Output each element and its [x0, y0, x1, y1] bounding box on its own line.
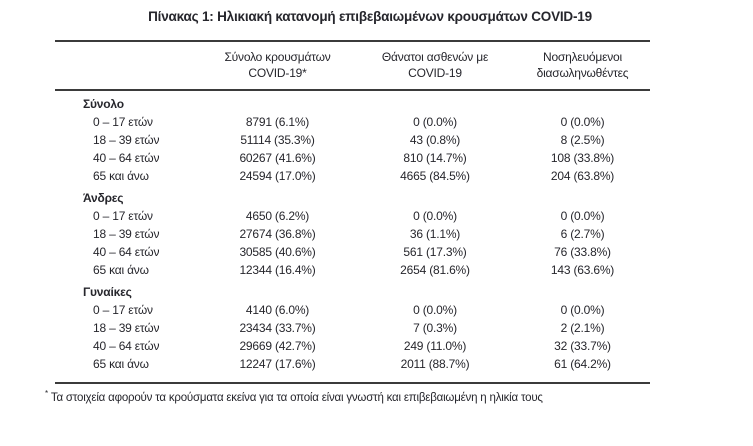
header-intubated-line2: διασωληνωθέντες: [536, 66, 629, 80]
cell-intubated: 0 (0.0%): [560, 209, 605, 223]
table-row: 0 – 17 ετών 4140 (6.0%) 0 (0.0%) 0 (0.0%…: [55, 301, 650, 319]
age-label: 18 – 39 ετών: [93, 133, 160, 147]
cell-deaths: 0 (0.0%): [413, 115, 457, 129]
cell-total-cases: 4140 (6.0%): [245, 303, 310, 317]
cell-total-cases: 8791 (6.1%): [245, 115, 310, 129]
cell-total-cases: 60267 (41.6%): [239, 151, 316, 165]
section-title: Άνδρες: [83, 191, 124, 205]
table-row: 18 – 39 ετών 23434 (33.7%) 7 (0.3%) 2 (2…: [55, 319, 650, 337]
table-row: 65 και άνω 24594 (17.0%) 4665 (84.5%) 20…: [55, 167, 650, 185]
cell-deaths: 36 (1.1%): [409, 227, 461, 241]
age-label: 0 – 17 ετών: [93, 115, 153, 129]
footnote-marker: *: [45, 389, 48, 398]
cell-deaths: 810 (14.7%): [403, 151, 467, 165]
cell-deaths: 0 (0.0%): [413, 209, 457, 223]
age-label: 18 – 39 ετών: [93, 321, 160, 335]
cell-deaths: 2011 (88.7%): [400, 357, 470, 371]
table-row: 65 και άνω 12344 (16.4%) 2654 (81.6%) 14…: [55, 261, 650, 279]
age-label: 40 – 64 ετών: [93, 339, 160, 353]
cell-total-cases: 51114 (35.3%): [240, 133, 315, 147]
cell-intubated: 0 (0.0%): [560, 303, 605, 317]
page-title: Πίνακας 1: Ηλικιακή κατανομή επιβεβαιωμέ…: [148, 9, 592, 24]
cell-intubated: 0 (0.0%): [560, 115, 605, 129]
cell-deaths: 43 (0.8%): [409, 133, 461, 147]
age-label: 65 και άνω: [93, 169, 149, 183]
cell-intubated: 76 (33.8%): [554, 245, 611, 259]
cell-intubated: 2 (2.1%): [560, 321, 605, 335]
cell-deaths: 249 (11.0%): [403, 339, 467, 353]
covid-age-distribution-table: Σύνολο κρουσμάτων COVID-19* Θάνατοι ασθε…: [55, 40, 650, 384]
cell-total-cases: 30585 (40.6%): [239, 245, 316, 259]
section-title: Σύνολο: [83, 97, 124, 111]
section-header-women: Γυναίκες: [55, 279, 650, 301]
header-deaths-line1: Θάνατοι ασθενών με: [381, 50, 489, 64]
table-footnote: * Τα στοιχεία αφορούν τα κρούσματα εκείνα…: [45, 389, 753, 404]
cell-intubated: 32 (33.7%): [554, 339, 611, 353]
cell-deaths: 0 (0.0%): [413, 303, 457, 317]
cell-total-cases: 24594 (17.0%): [239, 169, 316, 183]
age-label: 0 – 17 ετών: [93, 209, 153, 223]
cell-total-cases: 29669 (42.7%): [239, 339, 316, 353]
table-row: 18 – 39 ετών 51114 (35.3%) 43 (0.8%) 8 (…: [55, 131, 650, 149]
age-label: 18 – 39 ετών: [93, 227, 160, 241]
header-intubated-line1: Νοσηλευόμενοι: [542, 50, 622, 64]
table-row: 40 – 64 ετών 29669 (42.7%) 249 (11.0%) 3…: [55, 337, 650, 355]
section-header-total: Σύνολο: [55, 90, 650, 113]
footnote-text: Τα στοιχεία αφορούν τα κρούσματα εκείνα …: [50, 391, 543, 404]
cell-total-cases: 12247 (17.6%): [239, 357, 316, 371]
header-total-cases-line2: COVID-19*: [248, 66, 307, 80]
age-label: 65 και άνω: [93, 357, 149, 371]
age-label: 65 και άνω: [93, 263, 149, 277]
cell-intubated: 6 (2.7%): [560, 227, 605, 241]
table-row: 65 και άνω 12247 (17.6%) 2011 (88.7%) 61…: [55, 355, 650, 373]
cell-total-cases: 12344 (16.4%): [239, 263, 316, 277]
header-total-cases: Σύνολο κρουσμάτων COVID-19*: [200, 40, 355, 91]
table-row: 0 – 17 ετών 4650 (6.2%) 0 (0.0%) 0 (0.0%…: [55, 207, 650, 225]
cell-deaths: 4665 (84.5%): [400, 169, 470, 183]
cell-deaths: 561 (17.3%): [403, 245, 467, 259]
table-row: 40 – 64 ετών 60267 (41.6%) 810 (14.7%) 1…: [55, 149, 650, 167]
header-total-cases-line1: Σύνολο κρουσμάτων: [224, 50, 331, 64]
table-bottom-spacer: [55, 373, 650, 383]
header-deaths-line2: COVID-19: [408, 66, 462, 80]
cell-total-cases: 27674 (36.8%): [239, 227, 316, 241]
cell-deaths: 7 (0.3%): [413, 321, 457, 335]
header-intubated: Νοσηλευόμενοι διασωληνωθέντες: [515, 40, 650, 91]
table-row: 40 – 64 ετών 30585 (40.6%) 561 (17.3%) 7…: [55, 243, 650, 261]
header-deaths: Θάνατοι ασθενών με COVID-19: [355, 40, 515, 91]
section-header-men: Άνδρες: [55, 185, 650, 207]
table-row: 18 – 39 ετών 27674 (36.8%) 36 (1.1%) 6 (…: [55, 225, 650, 243]
cell-total-cases: 23434 (33.7%): [239, 321, 316, 335]
cell-intubated: 108 (33.8%): [550, 151, 615, 165]
cell-total-cases: 4650 (6.2%): [245, 209, 310, 223]
section-title: Γυναίκες: [83, 285, 132, 299]
age-label: 0 – 17 ετών: [93, 303, 153, 317]
cell-deaths: 2654 (81.6%): [400, 263, 470, 277]
header-empty: [55, 40, 200, 91]
table-row: 0 – 17 ετών 8791 (6.1%) 0 (0.0%) 0 (0.0%…: [55, 113, 650, 131]
age-label: 40 – 64 ετών: [93, 245, 160, 259]
age-label: 40 – 64 ετών: [93, 151, 160, 165]
header-row: Σύνολο κρουσμάτων COVID-19* Θάνατοι ασθε…: [55, 40, 650, 91]
cell-intubated: 143 (63.6%): [550, 263, 615, 277]
cell-intubated: 204 (63.8%): [550, 169, 615, 183]
cell-intubated: 8 (2.5%): [560, 133, 605, 147]
cell-intubated: 61 (64.2%): [554, 357, 611, 371]
